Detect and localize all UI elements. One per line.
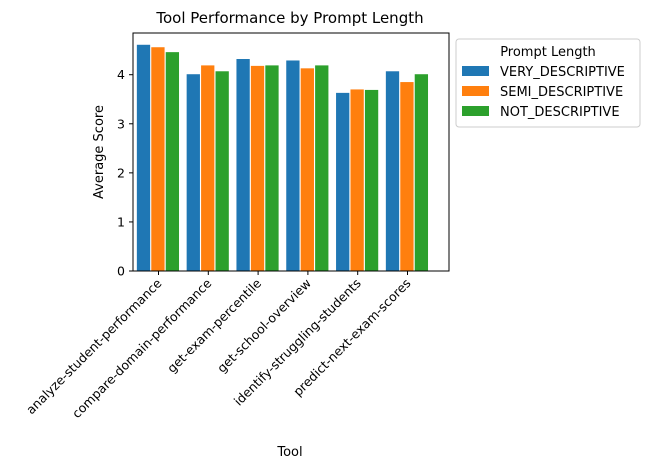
y-tick-label-2: 2: [117, 165, 125, 180]
y-tick-label-4: 4: [117, 67, 125, 82]
x-tick-label-2: get-exam-percentile: [164, 275, 264, 375]
legend-swatch-0: [462, 66, 489, 76]
legend-box: [455, 38, 641, 128]
plot-frame: [132, 32, 450, 272]
y-tick-label-3: 3: [117, 116, 125, 131]
x-axis-label: Tool: [276, 445, 302, 460]
y-tick-label-1: 1: [117, 214, 125, 229]
bar-semi-descriptive-0: [151, 47, 165, 272]
bar-semi-descriptive-2: [250, 65, 265, 271]
bar-semi-descriptive-4: [350, 89, 364, 272]
bar-not-descriptive-3: [315, 65, 329, 271]
x-axis: analyze-student-performancecompare-domai…: [23, 271, 414, 421]
bar-not-descriptive-0: [165, 52, 180, 271]
bars-layer: [136, 44, 429, 272]
y-axis: 0 1 2 3 4: [117, 67, 133, 279]
bar-semi-descriptive-1: [201, 65, 215, 271]
y-tick-label-0: 0: [117, 264, 125, 279]
bar-very-descriptive-4: [336, 92, 350, 272]
legend-label-1: SEMI_DESCRIPTIVE: [500, 85, 623, 100]
bar-not-descriptive-5: [414, 74, 429, 271]
bar-semi-descriptive-5: [400, 82, 414, 271]
legend-label-0: VERY_DESCRIPTIVE: [500, 65, 625, 80]
bar-very-descriptive-2: [236, 59, 250, 272]
legend-label-2: NOT_DESCRIPTIVE: [500, 105, 620, 120]
legend-title: Prompt Length: [500, 45, 596, 60]
bar-not-descriptive-2: [265, 65, 279, 271]
legend-swatch-1: [462, 86, 489, 96]
bar-semi-descriptive-3: [300, 68, 314, 271]
bar-very-descriptive-1: [186, 74, 200, 271]
bar-very-descriptive-5: [385, 71, 400, 271]
chart-title: Tool Performance by Prompt Length: [155, 9, 423, 27]
legend-swatch-2: [462, 106, 489, 116]
bar-not-descriptive-1: [215, 71, 229, 271]
bar-very-descriptive-3: [286, 60, 300, 272]
x-tick-label-3: get-school-overview: [214, 276, 314, 376]
legend: Prompt Length VERY_DESCRIPTIVE SEMI_DESCR…: [455, 38, 641, 128]
bar-not-descriptive-4: [364, 89, 379, 271]
y-axis-label: Average Score: [92, 105, 107, 199]
bar-very-descriptive-0: [136, 44, 151, 271]
